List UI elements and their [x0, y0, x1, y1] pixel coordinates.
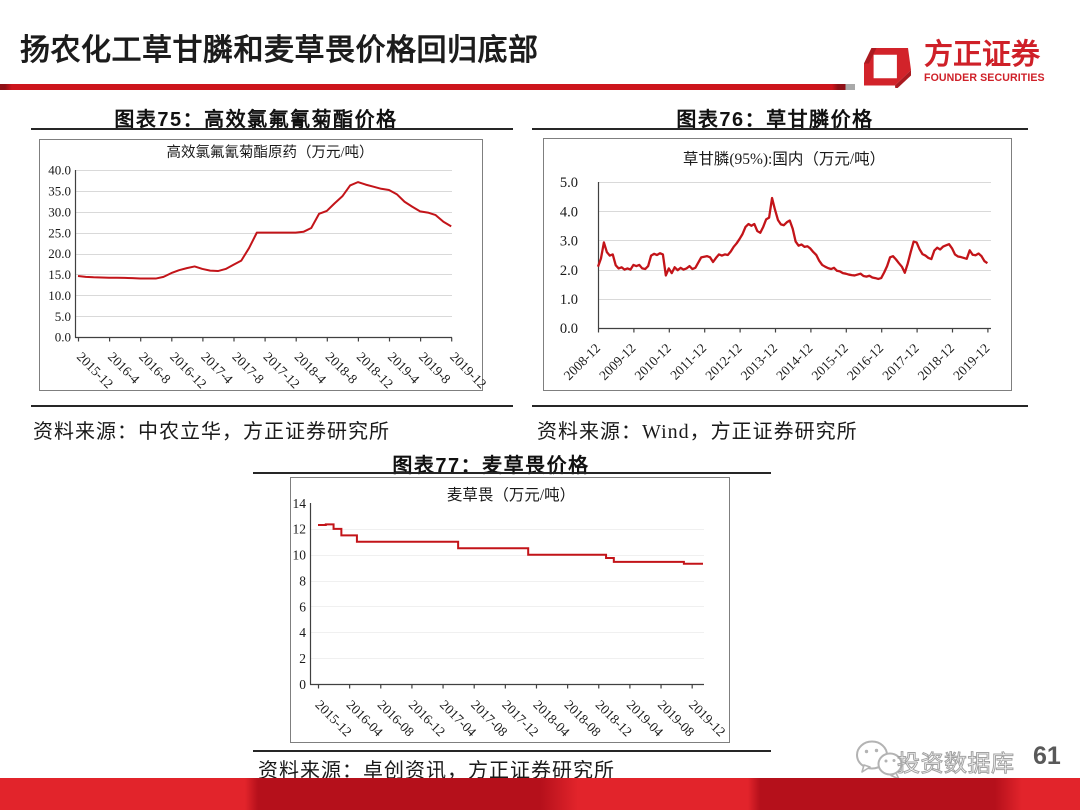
x-tick-label: 2016-12: [844, 341, 886, 383]
wechat-bubble-small-eye-left: [884, 759, 888, 763]
y-tick-label: 0: [299, 677, 306, 692]
chart-76-glyphosate-price: 0.01.02.03.04.05.02008-122009-122010-122…: [560, 150, 993, 383]
y-tick-label: 0.0: [560, 321, 578, 337]
chart-75-cyhalothrin-price: 0.05.010.015.020.025.030.035.040.02015-1…: [48, 144, 489, 391]
y-tick-label: 5.0: [560, 175, 578, 191]
x-tick-label: 2019-12: [950, 341, 992, 383]
x-tick-label: 2019-12: [447, 349, 489, 391]
y-tick-label: 1.0: [560, 292, 578, 308]
logo-cube-frame: [864, 48, 911, 86]
y-tick-label: 14: [293, 496, 307, 511]
y-tick-label: 15.0: [48, 267, 71, 282]
figure-75-source: 资料来源：中农立华，方正证券研究所: [33, 421, 390, 443]
y-tick-label: 3.0: [560, 234, 578, 250]
wechat-bubble-large-tail: [861, 764, 871, 773]
x-tick-label: 2011-12: [667, 341, 709, 383]
y-tick-label: 4: [299, 625, 306, 640]
figure-76-bottom-rule: [532, 405, 1028, 407]
y-tick-label: 2: [299, 651, 306, 666]
title-underline-bar: [0, 84, 855, 90]
y-tick-label: 30.0: [48, 204, 71, 219]
wechat-bubble-small-tail: [890, 772, 900, 780]
chart-title: 麦草畏（万元/吨）: [447, 486, 575, 504]
figure-77-caption-rule: [253, 472, 771, 474]
figure-75-chart-frame: 0.0 5.0 10.0 15.0 20.0 25.0 30.0 35.0 40.0 2015-1…: [39, 139, 490, 391]
y-tick-label: 10.0: [48, 288, 71, 303]
y-tick-label: 5.0: [55, 309, 71, 324]
y-tick-label: 6: [299, 599, 306, 614]
page-title: 扬农化工草甘膦和麦草畏价格回归底部: [20, 34, 539, 67]
x-tick-label: 2019-8: [416, 349, 454, 387]
wechat-icon: [856, 740, 903, 780]
y-tick-label: 25.0: [48, 225, 71, 240]
figure-75-caption-rule: [31, 128, 513, 130]
founder-logo-cube-icon: [864, 48, 911, 88]
x-tick-label: 2017-8: [229, 349, 267, 387]
watermark-label: 投资数据库: [897, 750, 1015, 777]
logo-cube-shade-top: [864, 48, 877, 64]
y-tick-label: 35.0: [48, 184, 71, 199]
x-tick-label: 2017-12: [879, 341, 921, 383]
page-number: 61: [1033, 742, 1061, 770]
wechat-bubble-small-eye-right: [892, 759, 896, 762]
price-line: [596, 196, 989, 281]
price-line: [77, 181, 452, 280]
x-tick-label: 2009-12: [596, 341, 638, 383]
y-tick-label: 2.0: [560, 263, 578, 279]
logo-cube-shade-bottom: [895, 70, 911, 88]
chart-title: 高效氯氟氰菊酯原药（万元/吨）: [166, 144, 373, 161]
y-tick-label: 12: [293, 522, 307, 537]
figure-76-caption-rule: [532, 128, 1028, 130]
figure-77-chart-frame: 0 2 4 6 8 10 12 14 2015-12 2016-04 2016-08 2016-12 2…: [290, 477, 730, 743]
price-line: [318, 523, 703, 565]
figure-76-chart-frame: 0.0 1.0 2.0 3.0 4.0 5.0 2008-12 2009-12 2010-12 2…: [543, 138, 1012, 391]
figure-77-source: 资料来源：卓创资讯，方正证券研究所: [258, 760, 615, 782]
x-tick-label: 2016-8: [136, 349, 174, 387]
figure-76-caption: 图表76：草甘膦价格: [676, 109, 874, 131]
y-tick-label: 8: [299, 573, 306, 588]
x-tick-label: 2018-12: [915, 341, 957, 383]
figure-75-bottom-rule: [31, 405, 513, 407]
footer-red-bar: [0, 778, 1080, 810]
founder-securities-logo: 方正证券 FOUNDER SECURITIES: [858, 28, 1072, 90]
logo-company-name: 方正证券: [924, 39, 1041, 71]
x-tick-label: 2010-12: [631, 341, 673, 383]
x-tick-label: 2015-12: [808, 341, 850, 383]
y-tick-label: 40.0: [48, 163, 71, 178]
figure-76-source: 资料来源：Wind，方正证券研究所: [537, 421, 858, 443]
x-tick-label: 2018-8: [323, 349, 361, 387]
wechat-bubble-large-eye-left: [864, 749, 869, 754]
logo-company-name-en: FOUNDER SECURITIES: [924, 72, 1045, 84]
chart-title: 草甘膦(95%):国内（万元/吨）: [683, 150, 885, 168]
y-tick-label: 20.0: [48, 246, 71, 261]
figure-77-bottom-rule: [253, 750, 771, 752]
y-tick-label: 10: [293, 548, 307, 563]
x-tick-label: 2012-12: [702, 341, 744, 383]
figure-77-caption: 图表77：麦草畏价格: [392, 455, 590, 477]
x-tick-label: 2014-12: [773, 341, 815, 383]
x-tick-label: 2013-12: [738, 341, 780, 383]
wechat-bubble-small: [877, 752, 903, 776]
y-tick-label: 4.0: [560, 204, 578, 220]
x-tick-label: 2008-12: [561, 341, 603, 383]
y-tick-label: 0.0: [55, 330, 71, 345]
chart-77-dicamba-price: 024681012142015-122016-042016-082016-122…: [293, 486, 729, 740]
wechat-bubble-large-eye-right: [874, 748, 879, 753]
figure-75-caption: 图表75：高效氯氟氰菊酯价格: [114, 109, 398, 131]
